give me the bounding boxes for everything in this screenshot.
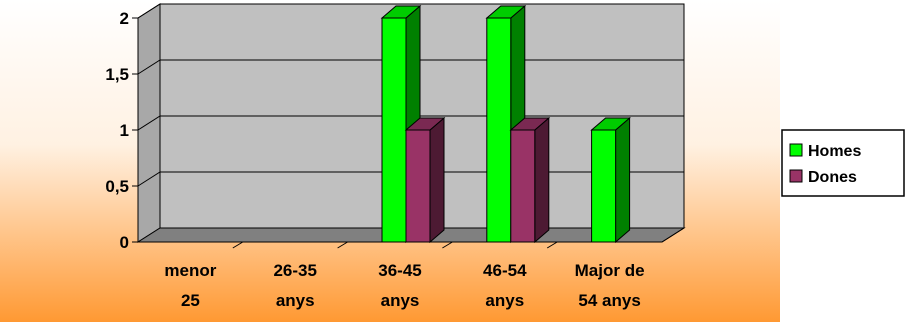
y-tick-label: 2 xyxy=(120,9,129,28)
bar-homes xyxy=(381,17,407,243)
x-tick-label: 36-45 anys xyxy=(378,261,421,310)
x-tick-label-line: anys xyxy=(485,291,524,310)
x-tick-label-line: menor xyxy=(164,261,216,280)
y-tick-label: 0,5 xyxy=(105,177,129,196)
x-tick-mark xyxy=(232,241,244,249)
bar-dones xyxy=(510,129,536,243)
bar-side xyxy=(429,116,445,244)
y-tick-label: 1 xyxy=(120,121,129,140)
x-tick-label-line: Major de xyxy=(575,261,645,280)
x-tick-label: 26-35 anys xyxy=(273,261,316,310)
x-tick-mark xyxy=(337,241,348,249)
x-tick-label-line: 25 xyxy=(181,291,200,310)
x-tick-label-line: 26-35 xyxy=(273,261,316,280)
x-tick-label-line: anys xyxy=(276,291,315,310)
x-tick-label: menor 25 xyxy=(164,261,216,310)
legend-swatch xyxy=(789,143,803,157)
x-tick-label-line: 54 anys xyxy=(578,291,640,310)
x-tick-mark xyxy=(546,241,558,249)
x-tick-mark xyxy=(442,241,453,249)
x-tick-label-line: 36-45 xyxy=(378,261,421,280)
legend-label: Homes xyxy=(808,143,861,160)
legend-swatch xyxy=(789,169,803,183)
x-tick-label-line: 46-54 xyxy=(483,261,527,280)
gridline xyxy=(137,3,684,19)
bar-homes xyxy=(591,129,617,243)
floor-edge xyxy=(661,227,685,243)
y-tick-label: 1,5 xyxy=(105,65,129,84)
bar-dones xyxy=(405,129,431,243)
legend-box xyxy=(781,129,905,197)
bar-side xyxy=(534,116,550,244)
x-tick-label: Major de 54 anys xyxy=(575,261,645,310)
x-tick-label-line: anys xyxy=(381,291,420,310)
legend-label: Dones xyxy=(808,169,857,186)
bar-homes xyxy=(486,17,512,243)
y-tick-label: 0 xyxy=(120,233,129,252)
x-tick-label: 46-54 anys xyxy=(483,261,527,310)
bar-side xyxy=(615,116,631,244)
